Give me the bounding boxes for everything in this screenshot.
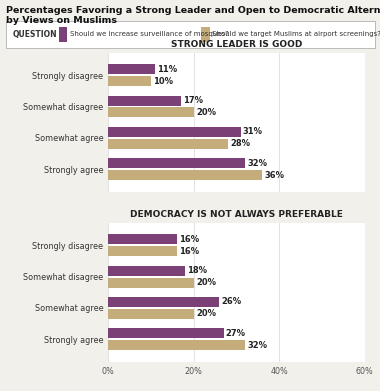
Text: 16%: 16% bbox=[179, 235, 199, 244]
Text: 32%: 32% bbox=[247, 341, 267, 350]
Bar bbox=[108, 170, 262, 180]
Title: STRONG LEADER IS GOOD: STRONG LEADER IS GOOD bbox=[171, 40, 302, 49]
Text: 28%: 28% bbox=[230, 139, 250, 148]
Text: 27%: 27% bbox=[226, 329, 246, 338]
Bar bbox=[108, 297, 219, 307]
Bar bbox=[59, 27, 67, 42]
Bar bbox=[108, 139, 228, 149]
Text: Should we target Muslims at airport screenings?: Should we target Muslims at airport scre… bbox=[212, 31, 380, 38]
Text: by Views on Muslims: by Views on Muslims bbox=[6, 16, 117, 25]
Bar bbox=[108, 235, 177, 244]
Bar bbox=[108, 340, 245, 350]
Text: 17%: 17% bbox=[183, 96, 203, 105]
Text: 16%: 16% bbox=[179, 247, 199, 256]
Text: 20%: 20% bbox=[196, 278, 216, 287]
Bar bbox=[108, 108, 194, 118]
Bar bbox=[108, 76, 151, 86]
Title: DEMOCRACY IS NOT ALWAYS PREFERABLE: DEMOCRACY IS NOT ALWAYS PREFERABLE bbox=[130, 210, 343, 219]
Text: 32%: 32% bbox=[247, 159, 267, 168]
Text: 31%: 31% bbox=[243, 127, 263, 136]
Text: 36%: 36% bbox=[264, 170, 284, 179]
Bar bbox=[108, 309, 194, 319]
Text: Percentages Favoring a Strong Leader and Open to Democratic Alternatives: Percentages Favoring a Strong Leader and… bbox=[6, 6, 380, 15]
Text: 11%: 11% bbox=[157, 65, 177, 74]
Bar bbox=[108, 266, 185, 276]
Text: 20%: 20% bbox=[196, 309, 216, 318]
Bar bbox=[108, 158, 245, 168]
Text: QUESTION: QUESTION bbox=[12, 30, 57, 39]
Bar bbox=[108, 127, 241, 137]
Bar bbox=[108, 96, 181, 106]
Bar bbox=[108, 278, 194, 288]
Bar bbox=[108, 246, 177, 256]
Bar bbox=[108, 328, 224, 338]
Bar bbox=[108, 65, 155, 74]
Bar bbox=[201, 27, 210, 42]
Text: Should we increase surveillance of mosques?: Should we increase surveillance of mosqu… bbox=[70, 31, 228, 38]
Text: 10%: 10% bbox=[153, 77, 173, 86]
Text: 26%: 26% bbox=[222, 298, 242, 307]
Text: 18%: 18% bbox=[187, 266, 207, 275]
Text: 20%: 20% bbox=[196, 108, 216, 117]
